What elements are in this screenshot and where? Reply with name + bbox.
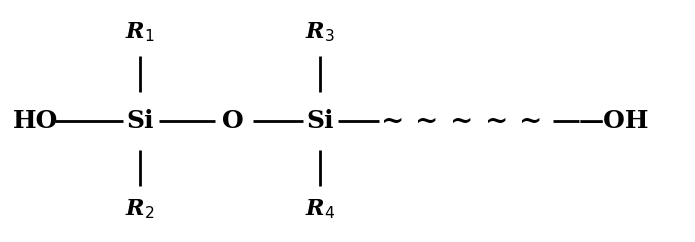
Text: Si: Si bbox=[306, 109, 334, 133]
Text: O: O bbox=[222, 109, 244, 133]
Text: ~: ~ bbox=[519, 107, 543, 135]
Text: ~: ~ bbox=[381, 107, 404, 135]
Text: R$_3$: R$_3$ bbox=[305, 21, 335, 44]
Text: R$_4$: R$_4$ bbox=[304, 198, 335, 221]
Text: —OH: —OH bbox=[579, 109, 649, 133]
Text: ~: ~ bbox=[484, 107, 508, 135]
Text: ~: ~ bbox=[416, 107, 439, 135]
Text: R$_1$: R$_1$ bbox=[125, 21, 154, 44]
Text: R$_2$: R$_2$ bbox=[125, 198, 154, 221]
Text: Si: Si bbox=[126, 109, 154, 133]
Text: ~: ~ bbox=[450, 107, 473, 135]
Text: HO: HO bbox=[13, 109, 58, 133]
